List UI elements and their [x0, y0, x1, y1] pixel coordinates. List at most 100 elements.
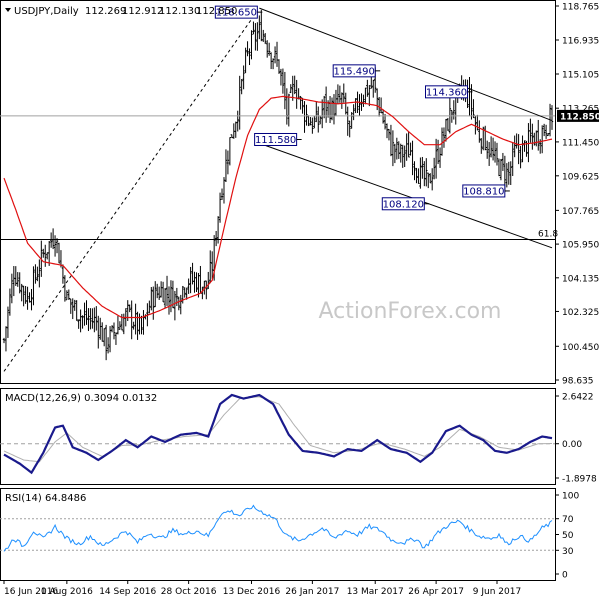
candle	[434, 138, 438, 179]
candle	[246, 41, 249, 57]
candle	[65, 290, 69, 301]
candle	[375, 88, 379, 111]
candle	[442, 127, 446, 148]
x-tick-label: 26 Jan 2017	[285, 587, 339, 597]
candle	[364, 87, 367, 105]
candle	[85, 300, 88, 325]
candle	[387, 128, 391, 141]
candle	[226, 150, 230, 175]
candle	[521, 135, 524, 163]
candle	[238, 75, 241, 130]
candle	[161, 281, 165, 303]
current-price-label: 112.850	[560, 112, 600, 122]
candle	[531, 123, 534, 150]
y-tick-label: 116.935	[562, 37, 599, 47]
candle	[501, 152, 505, 171]
candle	[381, 109, 385, 124]
candle	[265, 40, 269, 58]
candle	[118, 321, 122, 330]
y-tick-label: 30	[562, 547, 574, 557]
y-tick-label: 2.6422	[562, 393, 594, 403]
candle	[279, 68, 283, 86]
candle	[38, 259, 41, 288]
candle	[30, 288, 33, 311]
y-tick-label: 100	[562, 492, 579, 502]
candle	[47, 241, 51, 266]
annotation-label: 111.580	[255, 135, 296, 146]
candle	[189, 266, 192, 294]
candle	[317, 106, 320, 133]
candle	[250, 30, 253, 60]
candle	[391, 130, 395, 167]
candle	[401, 144, 404, 168]
candle	[24, 285, 27, 304]
annotation-label: 108.120	[383, 199, 424, 210]
candle	[16, 272, 19, 287]
candle	[273, 46, 277, 64]
candle	[150, 287, 153, 311]
candle	[264, 33, 267, 45]
candle	[533, 132, 536, 146]
candle	[350, 112, 353, 129]
candle	[69, 298, 72, 314]
candle	[430, 168, 434, 191]
candle	[112, 322, 116, 340]
macd-panel	[0, 388, 556, 485]
candle	[537, 119, 540, 151]
moving-average-line	[3, 95, 553, 319]
ohlc-open: 112.269	[85, 6, 126, 17]
candle	[277, 59, 281, 74]
candle	[313, 116, 316, 129]
candle	[49, 232, 53, 248]
candle	[385, 123, 389, 139]
dropdown-arrow-icon[interactable]	[5, 8, 11, 12]
candle	[195, 272, 198, 293]
candle	[336, 84, 340, 105]
candle	[61, 264, 65, 284]
candle	[485, 140, 489, 159]
x-tick-label: 13 Mar 2017	[347, 587, 404, 597]
candle	[301, 97, 304, 114]
candle	[169, 280, 173, 313]
y-tick-label: 118.765	[562, 3, 599, 13]
candle	[187, 278, 190, 294]
candle	[383, 114, 387, 130]
candle	[487, 142, 491, 166]
candle	[20, 283, 23, 302]
annotation-label: 108.810	[463, 186, 504, 197]
candle	[348, 120, 351, 138]
y-tick-label: 70	[562, 515, 574, 525]
candle	[495, 142, 499, 166]
candle	[322, 95, 326, 119]
candle	[440, 127, 444, 156]
x-tick-label: 9 Jun 2017	[473, 587, 521, 597]
candle	[407, 131, 410, 158]
candle	[324, 86, 328, 123]
y-tick-label: 111.450	[562, 138, 599, 148]
candle	[6, 306, 10, 338]
candle	[474, 115, 477, 135]
watermark: ActionForex.com	[319, 299, 502, 324]
candle	[340, 92, 344, 109]
candle	[293, 75, 296, 95]
candle	[171, 280, 175, 309]
candle	[207, 271, 210, 289]
candle	[75, 300, 78, 321]
y-tick-label: 109.625	[562, 172, 599, 182]
candle	[132, 321, 135, 330]
macd-label: MACD(12,26,9) 0.3094 0.0132	[5, 393, 157, 404]
candle	[87, 308, 90, 332]
y-tick-label: 100.450	[562, 343, 599, 353]
x-tick-label: 13 Dec 2016	[223, 587, 281, 597]
candle	[419, 157, 422, 189]
x-tick-label: 1 Aug 2016	[41, 587, 93, 597]
rsi-label: RSI(14) 64.8486	[5, 493, 86, 504]
candle	[89, 308, 92, 330]
candle	[102, 328, 106, 347]
candle	[42, 248, 45, 258]
candle	[507, 161, 510, 185]
candle	[489, 136, 493, 158]
price-annotation: 115.490	[332, 64, 381, 78]
y-tick-label: 0.00	[562, 440, 582, 450]
x-tick-label: 26 Apr 2017	[408, 587, 464, 597]
